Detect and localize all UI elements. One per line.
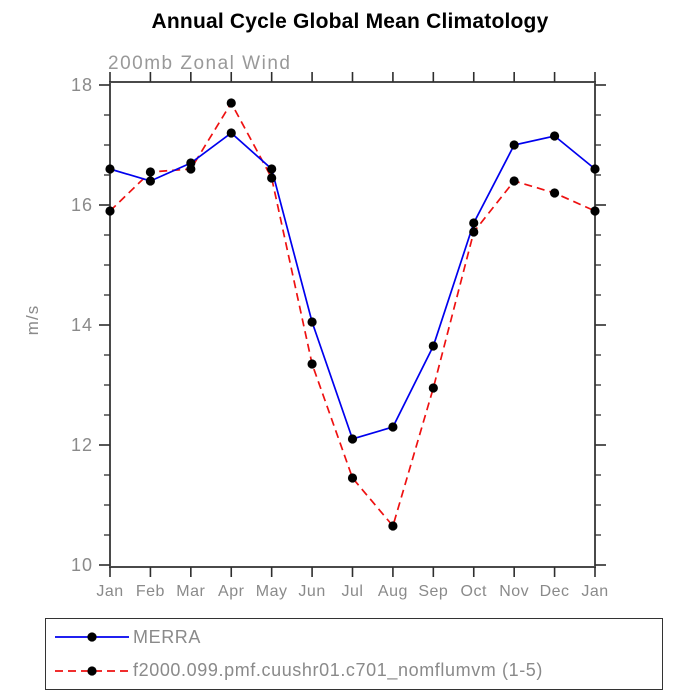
y-tick-label: 18	[71, 75, 93, 95]
legend-label-model: f2000.099.pmf.cuushr01.c701_nomflumvm (1…	[133, 660, 543, 681]
merra-data-point-Apr	[226, 128, 236, 138]
x-tick-label: Jan	[96, 583, 123, 600]
model-data-point-Dec	[549, 188, 560, 198]
merra-data-point-Jan	[105, 164, 115, 174]
chart-subtitle: 200mb Zonal Wind	[108, 53, 292, 74]
x-tick-label: Jul	[342, 583, 364, 600]
y-tick-label: 14	[71, 315, 93, 335]
y-tick-label: 12	[71, 435, 93, 455]
model-data-point-Apr	[226, 98, 236, 108]
merra-data-point-Oct	[469, 218, 479, 228]
x-tick-label: Jun	[298, 583, 325, 600]
merra-data-point-Feb	[145, 176, 156, 186]
model-data-point-Jul	[347, 473, 358, 483]
model-line-sample	[55, 666, 129, 676]
legend-label-merra: MERRA	[133, 626, 202, 647]
model-data-point-Jan	[105, 206, 115, 216]
legend-item-model: f2000.099.pmf.cuushr01.c701_nomflumvm (1…	[46, 656, 662, 686]
x-tick-label: Jan	[581, 583, 608, 600]
y-tick-label: 16	[71, 195, 93, 215]
x-tick-label: Dec	[540, 583, 570, 600]
x-tick-label: May	[256, 583, 288, 600]
chart-title: Annual Cycle Global Mean Climatology	[151, 10, 549, 33]
model-data-point-Jan	[590, 206, 600, 216]
model-data-point-Mar	[186, 164, 196, 174]
merra-series-line	[109, 131, 596, 441]
model-data-point-Oct	[469, 227, 479, 237]
plot-box	[109, 81, 596, 568]
x-tick-label: Mar	[176, 583, 205, 600]
x-tick-label: Oct	[461, 583, 487, 600]
legend-box: MERRA f2000.099.pmf.cuushr01.c701_nomflu…	[45, 618, 663, 690]
x-tick-label: Nov	[499, 583, 529, 600]
model-data-point-Nov	[509, 176, 519, 186]
model-data-point-Aug	[388, 521, 398, 531]
y-tick-label: 10	[71, 555, 93, 575]
merra-data-point-Jul	[347, 434, 358, 444]
model-data-point-Feb	[145, 167, 156, 177]
merra-data-point-Jun	[307, 317, 317, 327]
x-tick-label: Aug	[378, 583, 408, 600]
x-tick-label: Feb	[136, 583, 165, 600]
merra-line-sample	[55, 632, 129, 642]
model-data-point-May	[267, 173, 277, 183]
merra-data-point-Aug	[388, 422, 398, 432]
model-data-point-Jun	[307, 359, 317, 369]
annual-cycle-plot: 10 12 14 16 18 Jan Feb Mar Apr May Jun Jul Aug Sep Oct…	[71, 72, 608, 600]
merra-data-point-Sep	[428, 341, 438, 351]
model-data-point-Sep	[428, 383, 438, 393]
merra-data-point-May	[267, 164, 277, 174]
x-tick-label: Sep	[418, 583, 448, 600]
merra-marker-icon	[87, 632, 97, 642]
legend-item-merra: MERRA	[46, 622, 662, 652]
merra-data-point-Nov	[509, 140, 519, 150]
merra-data-point-Dec	[549, 131, 560, 141]
x-tick-label: Apr	[218, 583, 245, 600]
model-marker-icon	[87, 666, 97, 676]
merra-data-point-Jan	[590, 164, 600, 174]
